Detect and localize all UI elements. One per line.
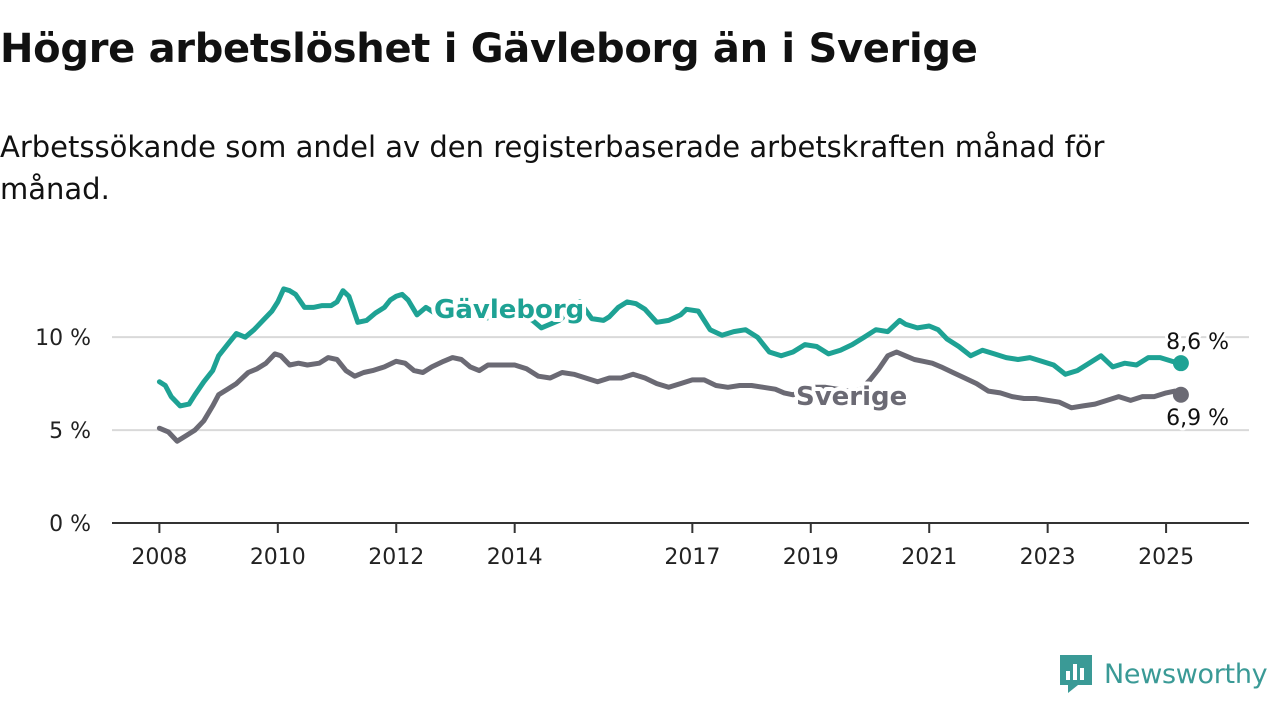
x-tick-label: 2019 bbox=[783, 545, 839, 570]
series-line-sverige bbox=[156, 349, 1184, 444]
y-tick-label: 10 % bbox=[35, 326, 91, 351]
series-line-gavleborg bbox=[156, 286, 1184, 409]
y-tick-label: 0 % bbox=[49, 512, 91, 537]
newsworthy-logo-icon bbox=[1060, 655, 1092, 693]
x-tick-label: 2017 bbox=[664, 545, 720, 570]
end-point-sverige bbox=[1172, 386, 1189, 403]
x-tick-label: 2025 bbox=[1138, 545, 1194, 570]
x-tick-label: 2023 bbox=[1020, 545, 1076, 570]
x-tick-label: 2012 bbox=[368, 545, 424, 570]
chart-subtitle: Arbetssökande som andel av den registerb… bbox=[0, 130, 1105, 206]
series-labels: Gävleborg Sverige 8,6 % 6,9 % bbox=[430, 291, 1232, 434]
end-value-sverige: 6,9 % bbox=[1166, 406, 1229, 431]
grid-lines bbox=[112, 336, 1249, 432]
x-tick-label: 2021 bbox=[901, 545, 957, 570]
y-tick-label: 5 % bbox=[49, 419, 91, 444]
end-point-gavleborg bbox=[1172, 355, 1189, 372]
series-lines bbox=[156, 286, 1189, 444]
newsworthy-brand[interactable]: Newsworthy bbox=[1058, 652, 1268, 696]
series-label-sverige: Sverige bbox=[796, 382, 907, 412]
x-axis-ticks: 2008 2010 2012 2014 2017 2019 2021 2023 2025 bbox=[131, 523, 1194, 570]
x-tick-label: 2008 bbox=[131, 545, 187, 570]
brand-name: Newsworthy bbox=[1104, 658, 1268, 690]
x-tick-label: 2014 bbox=[487, 545, 543, 570]
chart-title: Högre arbetslöshet i Gävleborg än i Sver… bbox=[0, 26, 978, 72]
end-value-gavleborg: 8,6 % bbox=[1166, 330, 1229, 355]
series-label-gavleborg: Gävleborg bbox=[434, 295, 584, 325]
x-tick-label: 2010 bbox=[250, 545, 306, 570]
y-axis-ticks: 0 % 5 % 10 % bbox=[35, 326, 91, 537]
